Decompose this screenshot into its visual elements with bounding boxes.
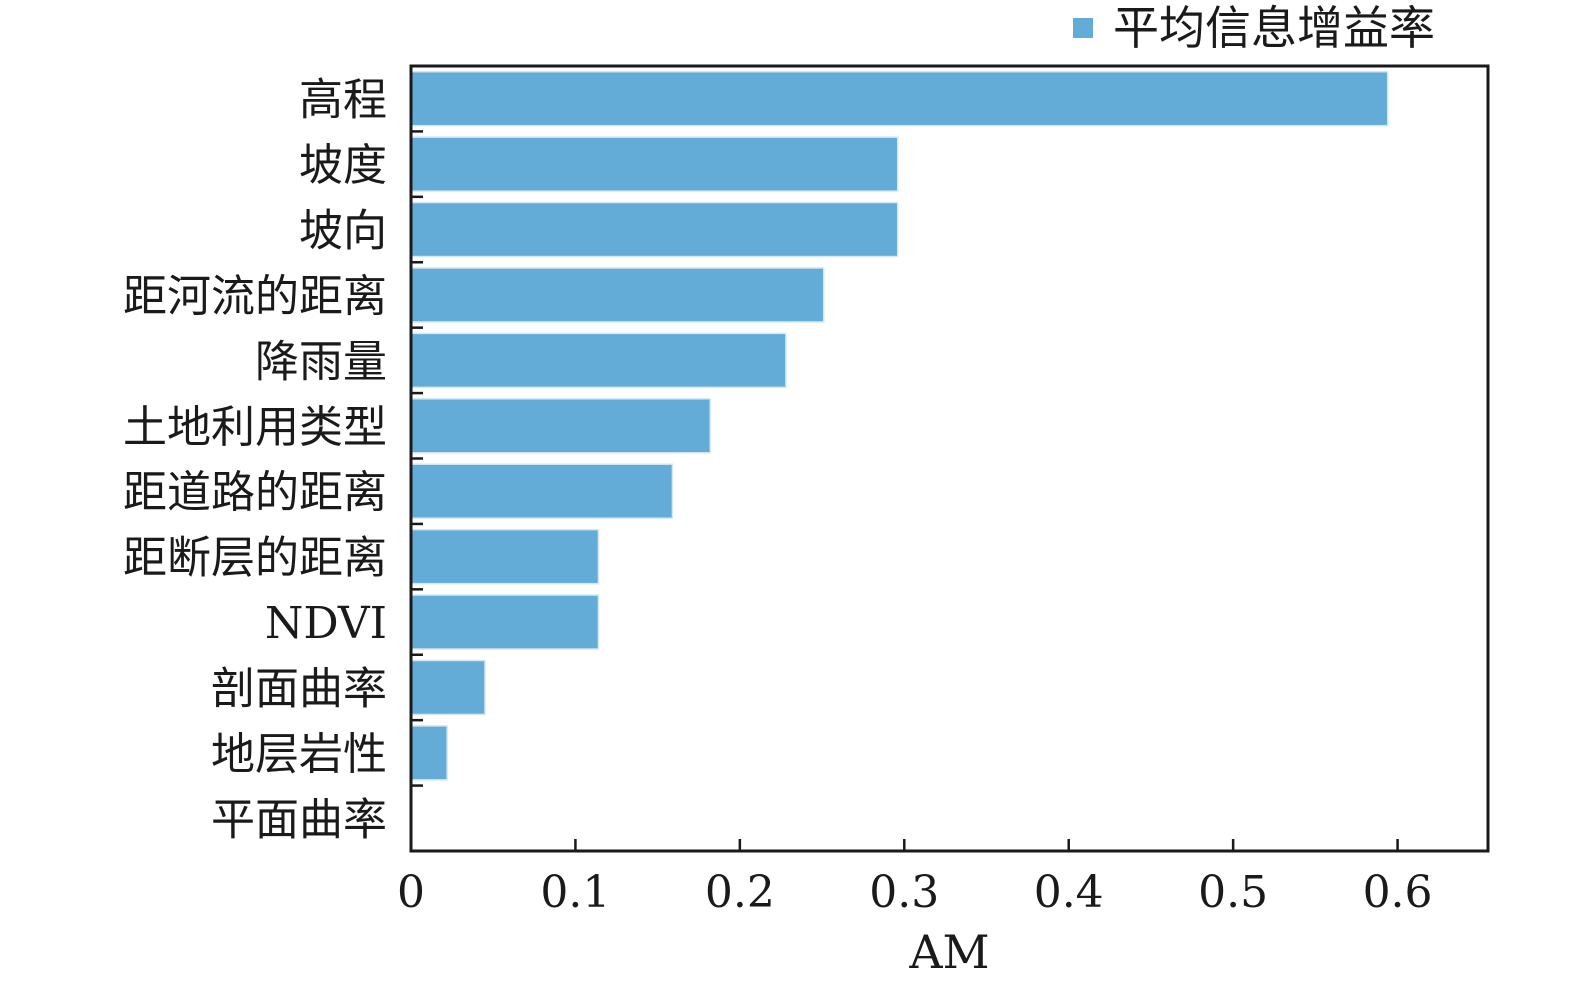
- bar-3: [410, 267, 825, 323]
- bar-0: [410, 70, 1389, 127]
- category-label-1: 坡度: [299, 140, 387, 191]
- legend-label: 平均信息增益率: [1113, 1, 1435, 55]
- x-tick-label-6: 0.6: [1363, 867, 1433, 918]
- bar-2: [410, 201, 899, 258]
- category-label-2: 坡向: [299, 206, 387, 257]
- bar-8: [410, 594, 600, 650]
- bar-5: [410, 398, 712, 454]
- x-tick-label-3: 0.3: [869, 867, 939, 918]
- category-label-0: 高程: [299, 75, 387, 126]
- category-label-3: 距河流的距离: [123, 271, 387, 322]
- category-label-8: NDVI: [265, 598, 387, 649]
- bar-9: [410, 659, 486, 716]
- axes-layer: [409, 64, 1490, 853]
- category-label-9: 剖面曲率: [211, 663, 387, 714]
- bar-6: [410, 463, 674, 519]
- legend: 平均信息增益率: [1073, 1, 1435, 55]
- category-label-10: 地层岩性: [211, 729, 387, 780]
- bars-layer: [410, 70, 1389, 781]
- plot-frame: [409, 64, 1490, 853]
- bar-7: [410, 528, 600, 585]
- x-axis-title: AM: [908, 925, 989, 979]
- bar-4: [410, 332, 787, 389]
- category-label-11: 平面曲率: [211, 794, 387, 845]
- bar-10: [410, 725, 448, 781]
- category-label-7: 距断层的距离: [123, 533, 387, 584]
- bar-1: [410, 136, 899, 192]
- x-tick-label-5: 0.5: [1198, 867, 1268, 918]
- category-label-4: 降雨量: [255, 336, 387, 387]
- x-tick-label-4: 0.4: [1034, 867, 1104, 918]
- x-tick-label-0: 0: [397, 867, 425, 918]
- category-label-6: 距道路的距离: [123, 467, 387, 518]
- category-label-5: 土地利用类型: [123, 402, 387, 453]
- x-tick-label-1: 0.1: [540, 867, 610, 918]
- x-tick-label-2: 0.2: [705, 867, 775, 918]
- legend-swatch: [1073, 18, 1093, 38]
